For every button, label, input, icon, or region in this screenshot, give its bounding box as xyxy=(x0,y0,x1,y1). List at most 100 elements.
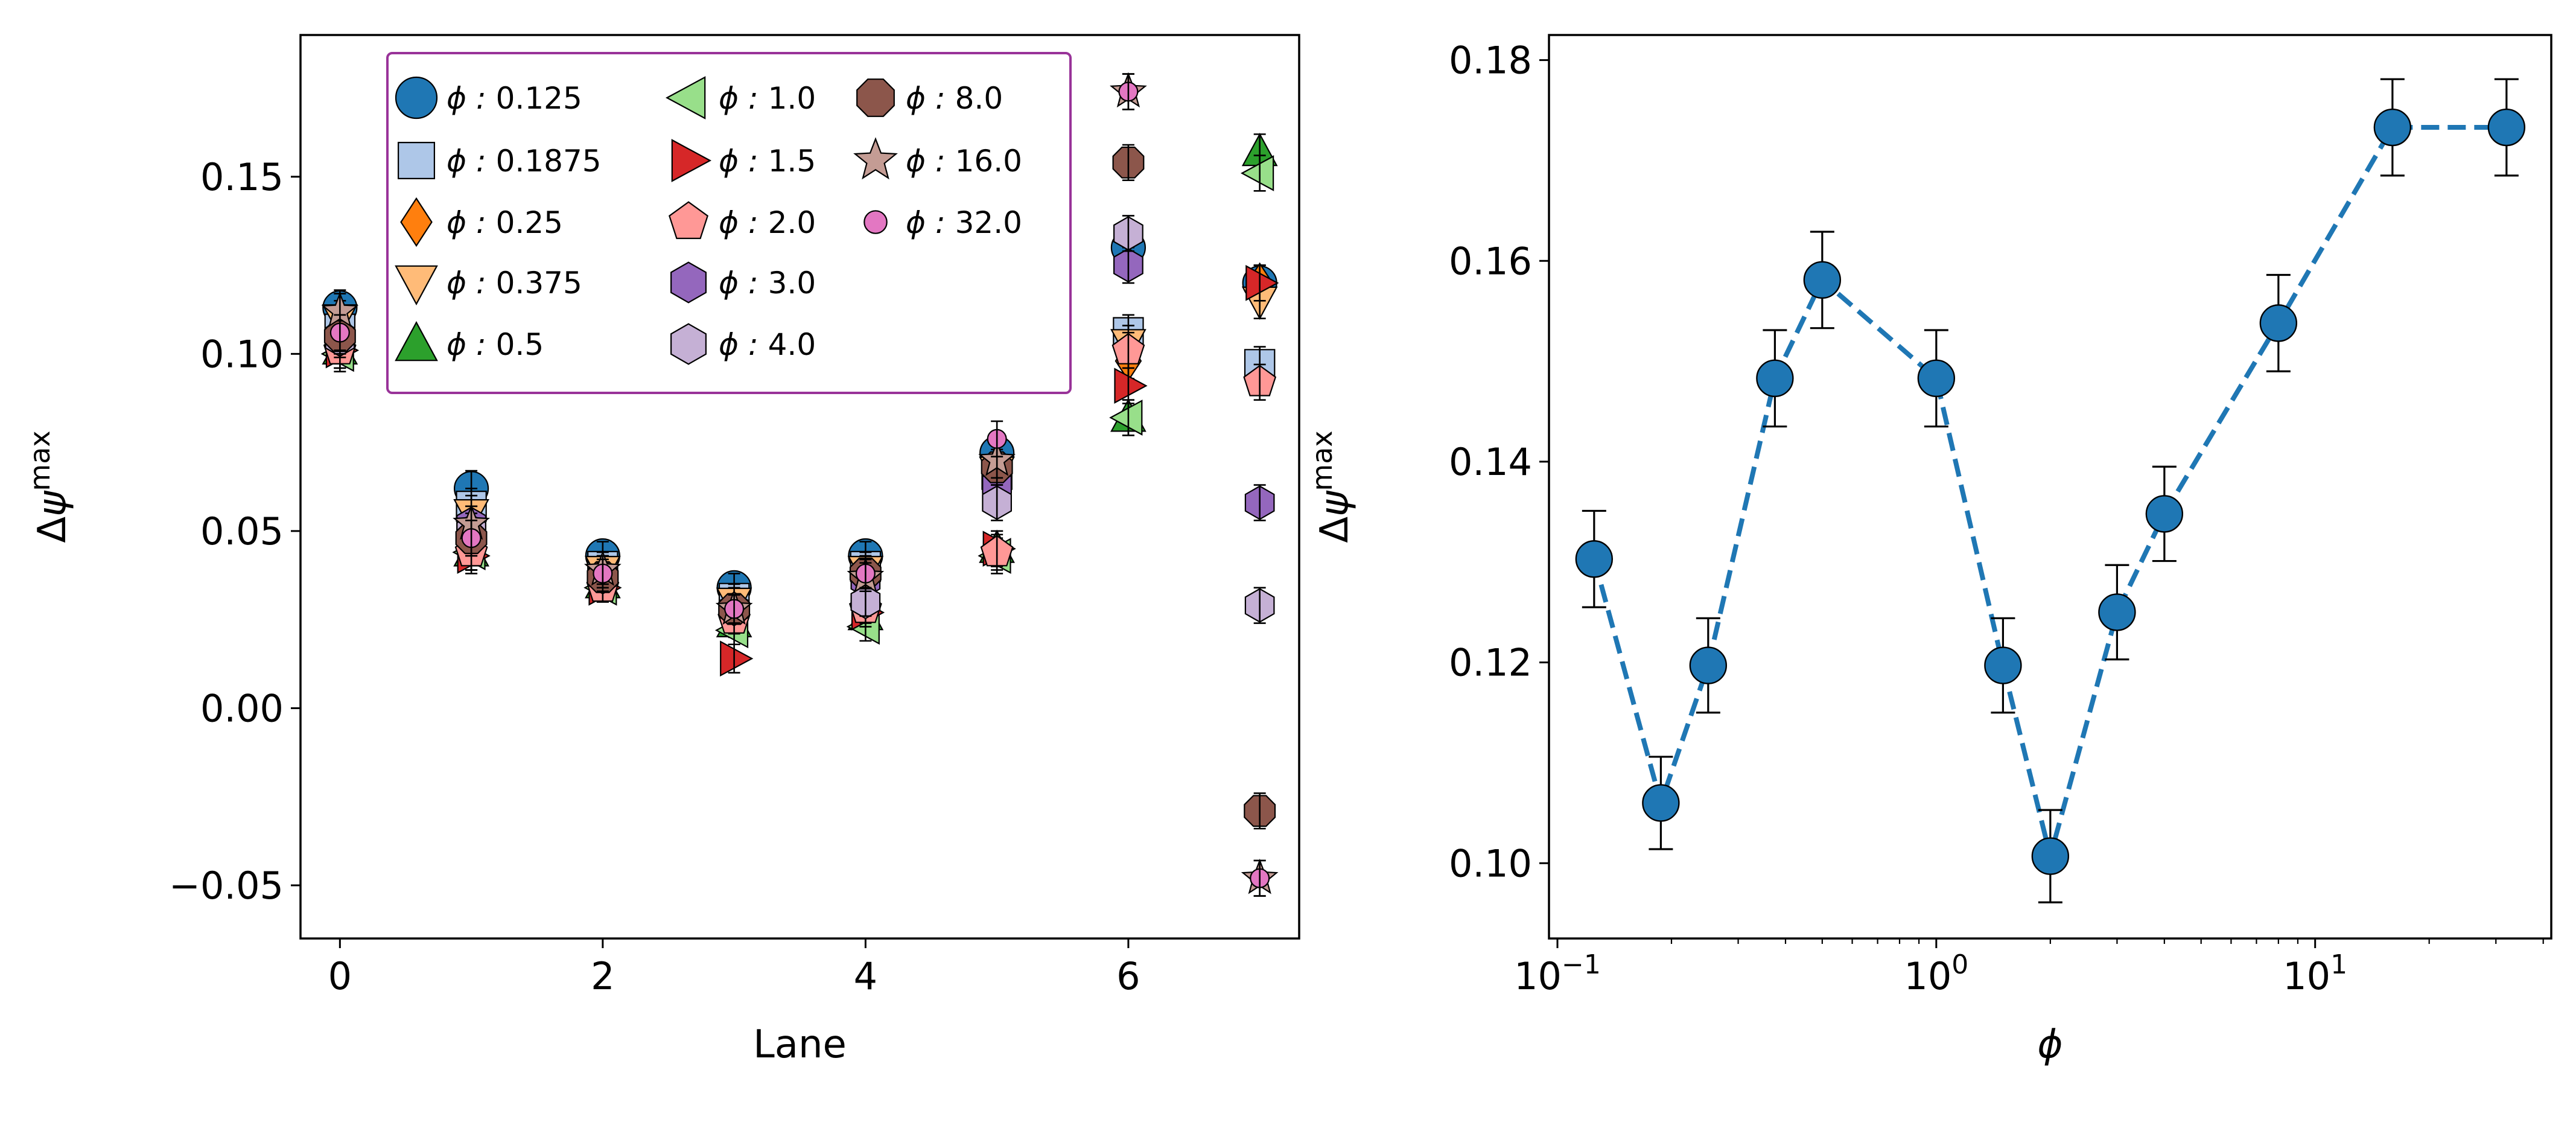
right-ytick-label-4: 0.18 xyxy=(1449,39,1532,83)
legend-value: 4.0 xyxy=(768,327,816,362)
legend-marker-phi-0.25 xyxy=(400,197,433,247)
errorbar-phi-32.0-lane-3 xyxy=(728,594,740,624)
legend-prefix: ϕ : xyxy=(719,81,768,116)
right-xtick-label-10: 101 xyxy=(2283,949,2347,998)
point-phi-2 xyxy=(2031,837,2070,875)
legend-prefix: ϕ : xyxy=(447,266,496,301)
legend-value: 0.375 xyxy=(496,266,582,301)
errorbar-phi-4.0-lane-6 xyxy=(1122,215,1134,252)
legend-label-phi-3.0: ϕ : 3.0 xyxy=(719,266,816,301)
right-ytick-label-1: 0.12 xyxy=(1449,641,1532,685)
right-xtick-exponent: −1 xyxy=(1562,949,1601,980)
right-ytick-label-0: 0.10 xyxy=(1449,841,1532,885)
right-xtick-exponent: 0 xyxy=(1951,949,1968,980)
right-y-axis-label-text: Δψmax xyxy=(1306,430,1357,543)
legend-label-phi-0.5: ϕ : 0.5 xyxy=(447,327,544,362)
legend-value: 1.5 xyxy=(768,144,816,179)
point-phi-8 xyxy=(2259,304,2298,342)
legend-marker-phi-1.0 xyxy=(665,76,706,119)
errorbar-phi-32.0-lane-0 xyxy=(334,314,346,351)
legend-prefix: ϕ : xyxy=(719,205,768,240)
legend-marker-phi-8.0 xyxy=(856,78,895,117)
legend-prefix: ϕ : xyxy=(906,81,955,116)
right-xtick-base: 10 xyxy=(2283,954,2330,998)
legend-entry-phi-2.0: ϕ : 2.0 xyxy=(669,201,816,240)
point-phi-0.375 xyxy=(1756,359,1794,398)
legend-label-phi-32.0: ϕ : 32.0 xyxy=(906,205,1022,240)
legend-label-phi-0.375: ϕ : 0.375 xyxy=(447,266,582,301)
errorbar-phi-2.0-lane-7 xyxy=(1253,363,1266,401)
legend-label-phi-0.1875: ϕ : 0.1875 xyxy=(447,144,602,179)
legend-prefix: ϕ : xyxy=(719,144,768,179)
left-xtick-label-6: 6 xyxy=(1116,954,1140,998)
legend-prefix: ϕ : xyxy=(906,205,955,240)
legend-value: 0.1875 xyxy=(496,144,602,179)
left-panel-lane-scatter: 0 2 4 6 −0.05 0.00 0.05 0.10 0.15 Lane Δψmax ϕ : 0.… xyxy=(24,34,1300,1067)
right-xtick-base: 10 xyxy=(1904,954,1951,998)
point-phi-1.5 xyxy=(1984,646,2022,684)
errorbar-phi-32.0-lane-6 xyxy=(1122,73,1134,110)
legend-prefix: ϕ : xyxy=(719,266,768,301)
right-xtick-base: 10 xyxy=(1514,954,1562,998)
legend-value: 2.0 xyxy=(768,205,816,240)
errorbar-phi-4.0-lane-7 xyxy=(1253,587,1266,624)
legend-entry-phi-0.375: ϕ : 0.375 xyxy=(395,265,582,306)
legend-entry-phi-0.25: ϕ : 0.25 xyxy=(400,197,563,247)
point-phi-3 xyxy=(2098,593,2136,631)
legend-value: 0.5 xyxy=(496,327,544,362)
legend-label-phi-1.5: ϕ : 1.5 xyxy=(719,144,816,179)
left-y-axis-label: Δψmax xyxy=(24,430,75,543)
legend-entry-phi-8.0: ϕ : 8.0 xyxy=(856,78,1003,117)
legend-value: 16.0 xyxy=(955,144,1022,179)
legend-entry-phi-0.1875: ϕ : 0.1875 xyxy=(398,142,602,179)
legend-marker-phi-2.0 xyxy=(669,201,708,240)
legend-label-phi-16.0: ϕ : 16.0 xyxy=(906,144,1022,179)
legend-prefix: ϕ : xyxy=(447,81,496,116)
legend-entry-phi-1.5: ϕ : 1.5 xyxy=(671,139,816,182)
legend-prefix: ϕ : xyxy=(719,327,768,362)
left-ytick-label-0: −0.05 xyxy=(169,864,284,908)
legend-frame xyxy=(386,52,1072,394)
legend-label-phi-4.0: ϕ : 4.0 xyxy=(719,327,816,362)
left-y-axis-label-symbol: Δ xyxy=(30,517,75,543)
legend-prefix: ϕ : xyxy=(906,144,955,179)
legend-value: 0.125 xyxy=(496,81,582,116)
errorbar-phi-1.0-lane-7 xyxy=(1253,155,1266,192)
errorbar-phi-3.0-lane-7 xyxy=(1253,484,1266,521)
legend-label-phi-8.0: ϕ : 8.0 xyxy=(906,81,1003,116)
point-phi-16 xyxy=(2373,108,2412,147)
point-phi-0.25 xyxy=(1689,646,1728,684)
legend-label-phi-0.125: ϕ : 0.125 xyxy=(447,81,582,116)
legend-marker-phi-0.1875 xyxy=(398,142,435,179)
right-xtick-exponent: 1 xyxy=(2330,949,2347,980)
point-phi-1.0-lane-7 xyxy=(1240,155,1274,191)
legend-value: 0.25 xyxy=(496,205,563,240)
legend-marker-phi-16.0 xyxy=(853,137,898,180)
point-phi-0.125 xyxy=(1575,540,1614,578)
point-phi-0.5 xyxy=(1803,261,1842,299)
point-phi-1.5-lane-3 xyxy=(720,640,754,677)
right-y-axis-label: Δψmax xyxy=(1306,430,1357,543)
legend-prefix: ϕ : xyxy=(447,144,496,179)
legend-entry-phi-0.5: ϕ : 0.5 xyxy=(395,320,544,362)
errorbar-phi-2.0-lane-5 xyxy=(991,534,1003,571)
legend-label-phi-0.25: ϕ : 0.25 xyxy=(447,205,563,240)
legend-marker-phi-3.0 xyxy=(670,261,707,304)
point-phi-1.5-lane-6 xyxy=(1114,368,1148,404)
left-y-axis-label-superscript: max xyxy=(24,430,56,491)
errorbar-phi-1.5-lane-7 xyxy=(1253,264,1266,302)
legend-entry-phi-3.0: ϕ : 3.0 xyxy=(670,261,816,304)
point-phi-0.1875 xyxy=(1642,784,1680,822)
errorbar-phi-32.0-lane-4 xyxy=(859,558,872,589)
right-y-axis-label-superscript: max xyxy=(1306,430,1338,491)
errorbar-phi-32.0-lane-7 xyxy=(1253,859,1266,897)
legend-value: 8.0 xyxy=(955,81,1003,116)
right-x-axis-label: ϕ xyxy=(2037,1022,2062,1067)
right-y-axis-label-psi: ψ xyxy=(1312,490,1357,517)
right-data-markers xyxy=(1575,78,2526,903)
legend-value: 3.0 xyxy=(768,266,816,301)
left-xtick-label-2: 2 xyxy=(591,954,614,998)
